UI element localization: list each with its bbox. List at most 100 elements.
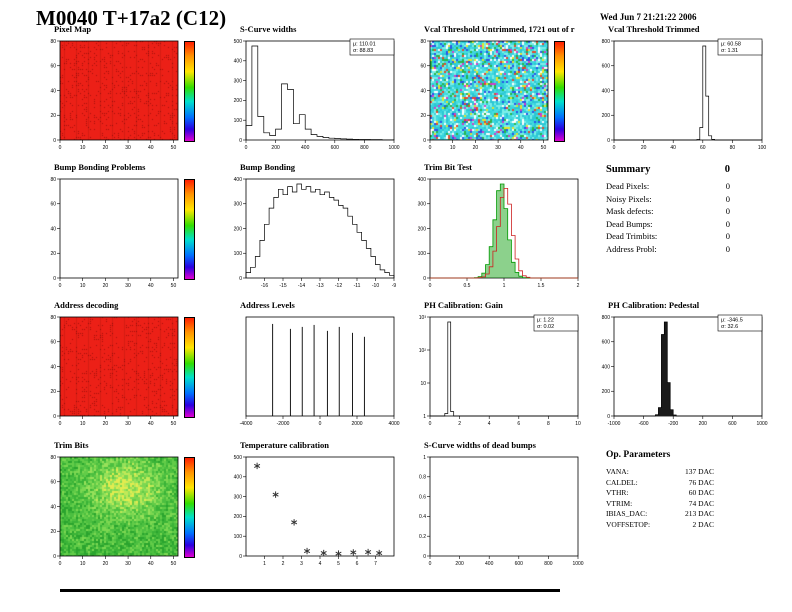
svg-text:0: 0 — [319, 421, 322, 427]
svg-text:0: 0 — [423, 276, 426, 282]
color-scale — [554, 41, 565, 142]
svg-text:σ: 0.02: σ: 0.02 — [537, 324, 554, 330]
svg-text:80: 80 — [50, 455, 56, 461]
color-scale — [184, 179, 195, 280]
svg-text:20: 20 — [50, 113, 56, 119]
color-scale — [184, 41, 195, 142]
summary-total: 0 — [724, 164, 730, 175]
chart-svg: 0 10 20 30 40 50 0 20 40 60 80 — [50, 315, 179, 427]
svg-text:50: 50 — [541, 145, 547, 151]
svg-text:10: 10 — [450, 145, 456, 151]
svg-text:80: 80 — [50, 315, 56, 321]
heatmap-canvas — [60, 317, 178, 416]
panel-vcal-untrimmed: Vcal Threshold Untrimmed, 1721 out of r … — [414, 24, 594, 158]
svg-text:20: 20 — [103, 283, 109, 289]
chart-svg: -16 -15 -14 -13 -12 -11 -10 -9 0 100 200 300 400 — [234, 177, 397, 289]
svg-text:40: 40 — [148, 283, 154, 289]
svg-text:30: 30 — [495, 145, 501, 151]
chart-title: Bump Bonding Problems — [54, 162, 146, 172]
panel-vcal-trimmed: Vcal Threshold Trimmed 0 20 40 60 80 100 0 200 4… — [598, 24, 778, 158]
summary-row-value: 0 — [725, 206, 730, 216]
panel-trim-bit-test: Trim Bit Test 0 0.5 1 1.5 2 0 100 200 300 400 — [414, 162, 594, 296]
svg-text:200: 200 — [234, 514, 243, 520]
summary-row-value: 0 — [725, 218, 730, 229]
heatmap-canvas — [60, 457, 178, 556]
svg-text:0.8: 0.8 — [419, 475, 426, 481]
svg-text:-200: -200 — [668, 421, 678, 427]
chart-title: PH Calibration: Pedestal — [608, 300, 700, 310]
svg-text:300: 300 — [234, 202, 243, 208]
chart-svg: 0 200 400 600 800 1000 0 100 200 300 400 500 μ: 110.… — [234, 38, 400, 151]
svg-text:-15: -15 — [279, 283, 286, 289]
svg-text:30: 30 — [125, 421, 131, 427]
svg-text:200: 200 — [699, 421, 708, 427]
svg-text:400: 400 — [602, 364, 611, 370]
svg-text:0: 0 — [245, 145, 248, 151]
op-parameters-title: Op. Parameters — [606, 450, 671, 460]
svg-text:40: 40 — [50, 364, 56, 370]
svg-text:-11: -11 — [354, 283, 361, 289]
svg-text:8: 8 — [547, 421, 550, 427]
svg-text:200: 200 — [234, 98, 243, 104]
svg-text:1: 1 — [423, 455, 426, 461]
svg-text:μ: -346.5: μ: -346.5 — [721, 318, 743, 324]
svg-text:40: 40 — [420, 88, 426, 94]
svg-text:σ: 1.31: σ: 1.31 — [721, 48, 738, 54]
svg-text:4000: 4000 — [388, 421, 399, 427]
svg-text:4: 4 — [488, 421, 491, 427]
svg-text:20: 20 — [473, 145, 479, 151]
svg-text:100: 100 — [234, 118, 243, 124]
heatmap-canvas — [60, 41, 178, 140]
summary-row-label: Mask defects: — [606, 206, 654, 216]
svg-text:600: 600 — [602, 64, 611, 70]
svg-text:40: 40 — [50, 504, 56, 510]
svg-text:100: 100 — [234, 534, 243, 540]
svg-text:20: 20 — [103, 561, 109, 567]
address-levels-chart: -4000 -2000 0 2000 4000 — [230, 312, 406, 434]
ph-gain-chart: 0 2 4 6 8 10 1 10 10² 10³ μ: 1.22 σ: 0.02 — [414, 312, 590, 434]
svg-text:60: 60 — [50, 480, 56, 486]
panel-temperature-calibration: Temperature calibration 1 2 3 4 5 6 7 0 100 200 30… — [230, 440, 410, 574]
temperature-calibration-chart: 1 2 3 4 5 6 7 0 100 200 300 400 500 — [230, 452, 406, 574]
svg-text:0: 0 — [423, 138, 426, 144]
op-parameter-row: VOFFSETOP: 2 DAC — [606, 520, 714, 531]
svg-text:0.4: 0.4 — [419, 514, 426, 520]
chart-svg: 0 10 20 30 40 50 0 20 40 60 80 — [50, 455, 179, 567]
svg-text:200: 200 — [455, 561, 464, 567]
svg-text:200: 200 — [602, 389, 611, 395]
chart-title: Temperature calibration — [240, 440, 330, 450]
panel-bump-bonding: Bump Bonding -16 -15 -14 -13 -12 -11 -10 -9 0 100… — [230, 162, 410, 296]
svg-text:0: 0 — [53, 554, 56, 560]
svg-text:600: 600 — [728, 421, 737, 427]
svg-text:0: 0 — [59, 145, 62, 151]
op-parameter-label: VOFFSETOP: — [606, 519, 651, 529]
chart-svg: 0 0.5 1 1.5 2 0 100 200 300 400 — [418, 177, 580, 289]
svg-text:-9: -9 — [392, 283, 397, 289]
svg-text:2: 2 — [577, 283, 580, 289]
svg-text:600: 600 — [602, 340, 611, 346]
panel-ph-pedestal: PH Calibration: Pedestal -1000 -600 -200 20… — [598, 300, 778, 434]
svg-text:800: 800 — [544, 561, 553, 567]
svg-text:0: 0 — [429, 421, 432, 427]
summary-row: Dead Trimbits: 0 — [606, 230, 730, 243]
svg-text:1000: 1000 — [388, 145, 399, 151]
chart-svg: 0 20 40 60 80 100 0 200 400 600 800 μ: 60.58σ: 1.31 — [602, 38, 766, 151]
svg-text:10: 10 — [575, 421, 581, 427]
svg-text:6: 6 — [517, 421, 520, 427]
trim-bits-chart: 0 10 20 30 40 50 0 20 40 60 80 — [44, 452, 220, 574]
chart-svg: -1000 -600 -200 200 600 1000 0 200 400 600 800 μ: -… — [602, 314, 768, 427]
svg-text:μ: 110.01: μ: 110.01 — [353, 42, 376, 48]
chart-svg: 0 10 20 30 40 50 0 20 40 60 80 — [50, 177, 179, 289]
svg-text:800: 800 — [602, 39, 611, 45]
svg-text:10: 10 — [80, 561, 86, 567]
panel-scurve-widths: S-Curve widths 0 200 400 600 800 1000 0 100 200 3… — [230, 24, 410, 158]
svg-text:40: 40 — [148, 421, 154, 427]
svg-text:-16: -16 — [261, 283, 268, 289]
svg-text:2: 2 — [458, 421, 461, 427]
chart-title: Trim Bit Test — [424, 162, 473, 172]
svg-text:2000: 2000 — [351, 421, 362, 427]
svg-text:5: 5 — [337, 561, 340, 567]
svg-text:40: 40 — [148, 145, 154, 151]
svg-text:40: 40 — [148, 561, 154, 567]
